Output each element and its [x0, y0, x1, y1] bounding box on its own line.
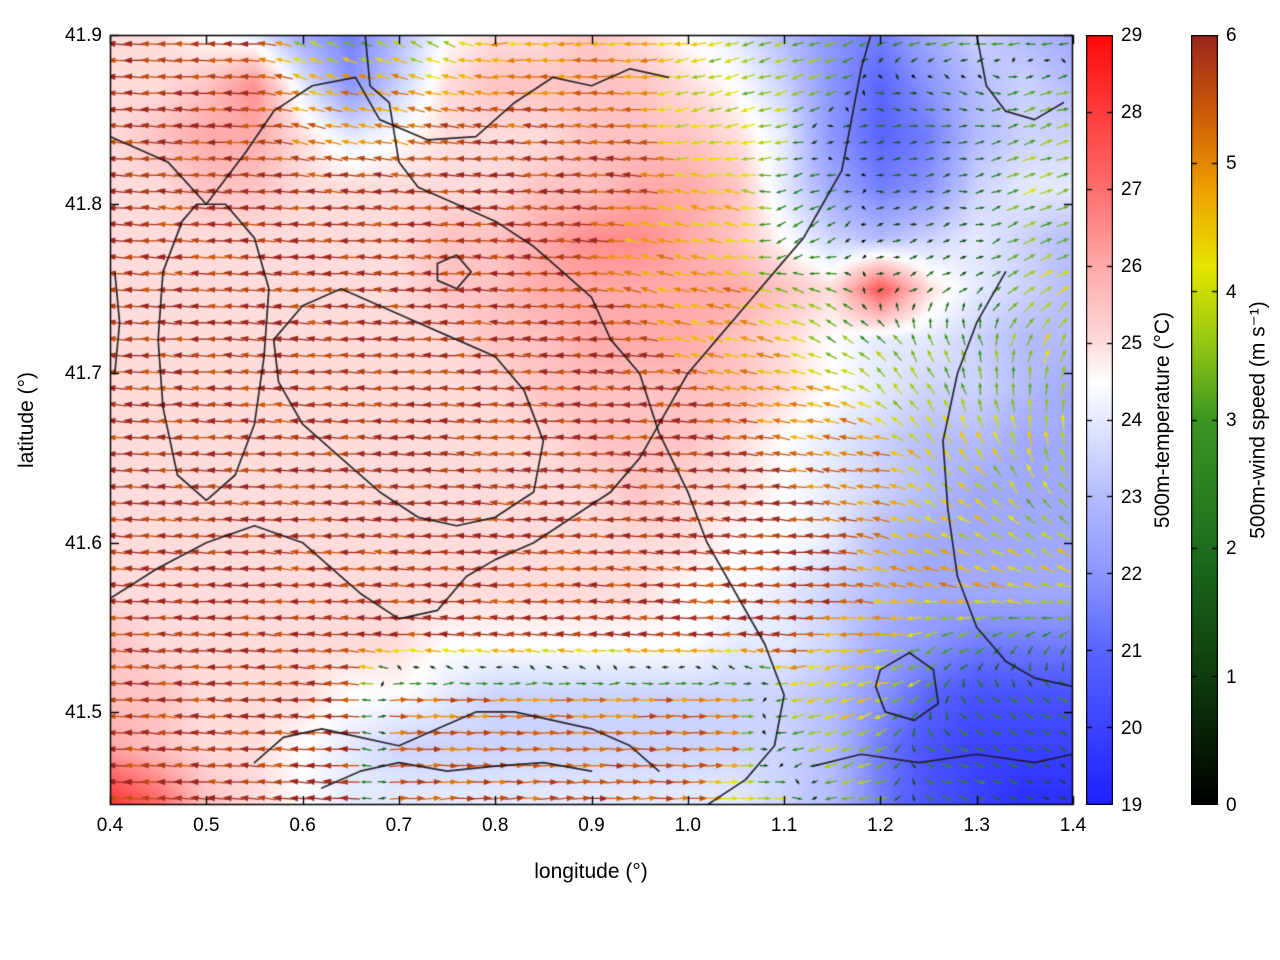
x-tick-label: 0.9 — [578, 815, 605, 836]
windspeed-cb-tick-label: 2 — [1226, 538, 1237, 560]
temperature-colorbar — [1086, 35, 1113, 805]
temperature-cb-tick-label: 24 — [1121, 410, 1143, 431]
y-tick-label: 41.8 — [65, 194, 102, 216]
temperature-cb-tick-label: 26 — [1121, 256, 1143, 277]
temperature-cb-tick-label: 21 — [1121, 641, 1143, 662]
temperature-cb-tick-label: 20 — [1121, 718, 1143, 739]
y-tick-label: 41.5 — [65, 701, 102, 723]
windspeed-cb-tick-label: 0 — [1226, 795, 1237, 816]
x-tick-label: 1.1 — [770, 815, 798, 836]
temperature-cb-tick-label: 22 — [1121, 564, 1143, 585]
y-tick-label: 41.6 — [65, 532, 102, 554]
windspeed-colorbar — [1191, 35, 1218, 805]
windspeed-cb-tick-label: 6 — [1226, 25, 1237, 46]
y-tick-label: 41.7 — [65, 363, 102, 385]
x-tick-label: 1.0 — [674, 815, 701, 836]
temperature-cb-tick-label: 28 — [1121, 102, 1143, 123]
x-tick-label: 0.5 — [193, 815, 220, 836]
x-tick-label: 1.4 — [1059, 815, 1087, 836]
windspeed-cb-tick-label: 1 — [1226, 666, 1237, 688]
temperature-cb-tick-label: 25 — [1121, 333, 1143, 354]
x-tick-label: 0.8 — [481, 815, 509, 836]
temperature-cb-tick-label: 27 — [1121, 179, 1143, 200]
temperature-cb-tick-label: 23 — [1121, 487, 1143, 508]
x-axis-title: longitude (°) — [534, 860, 648, 883]
temperature-cb-tick-label: 29 — [1121, 25, 1143, 46]
temperature-cb-tick-label: 19 — [1121, 795, 1143, 816]
y-tick-label: 41.9 — [65, 25, 102, 46]
x-tick-label: 1.3 — [963, 815, 990, 836]
y-axis-title: latitude (°) — [15, 372, 38, 468]
x-tick-label: 0.7 — [385, 815, 413, 836]
x-tick-label: 0.6 — [289, 815, 316, 836]
x-tick-label: 1.2 — [867, 815, 894, 836]
windspeed-cb-tick-label: 5 — [1226, 153, 1237, 175]
windspeed-cb-tick-label: 4 — [1226, 281, 1237, 303]
x-tick-label: 0.4 — [96, 815, 124, 836]
windspeed-cb-tick-label: 3 — [1226, 410, 1237, 431]
